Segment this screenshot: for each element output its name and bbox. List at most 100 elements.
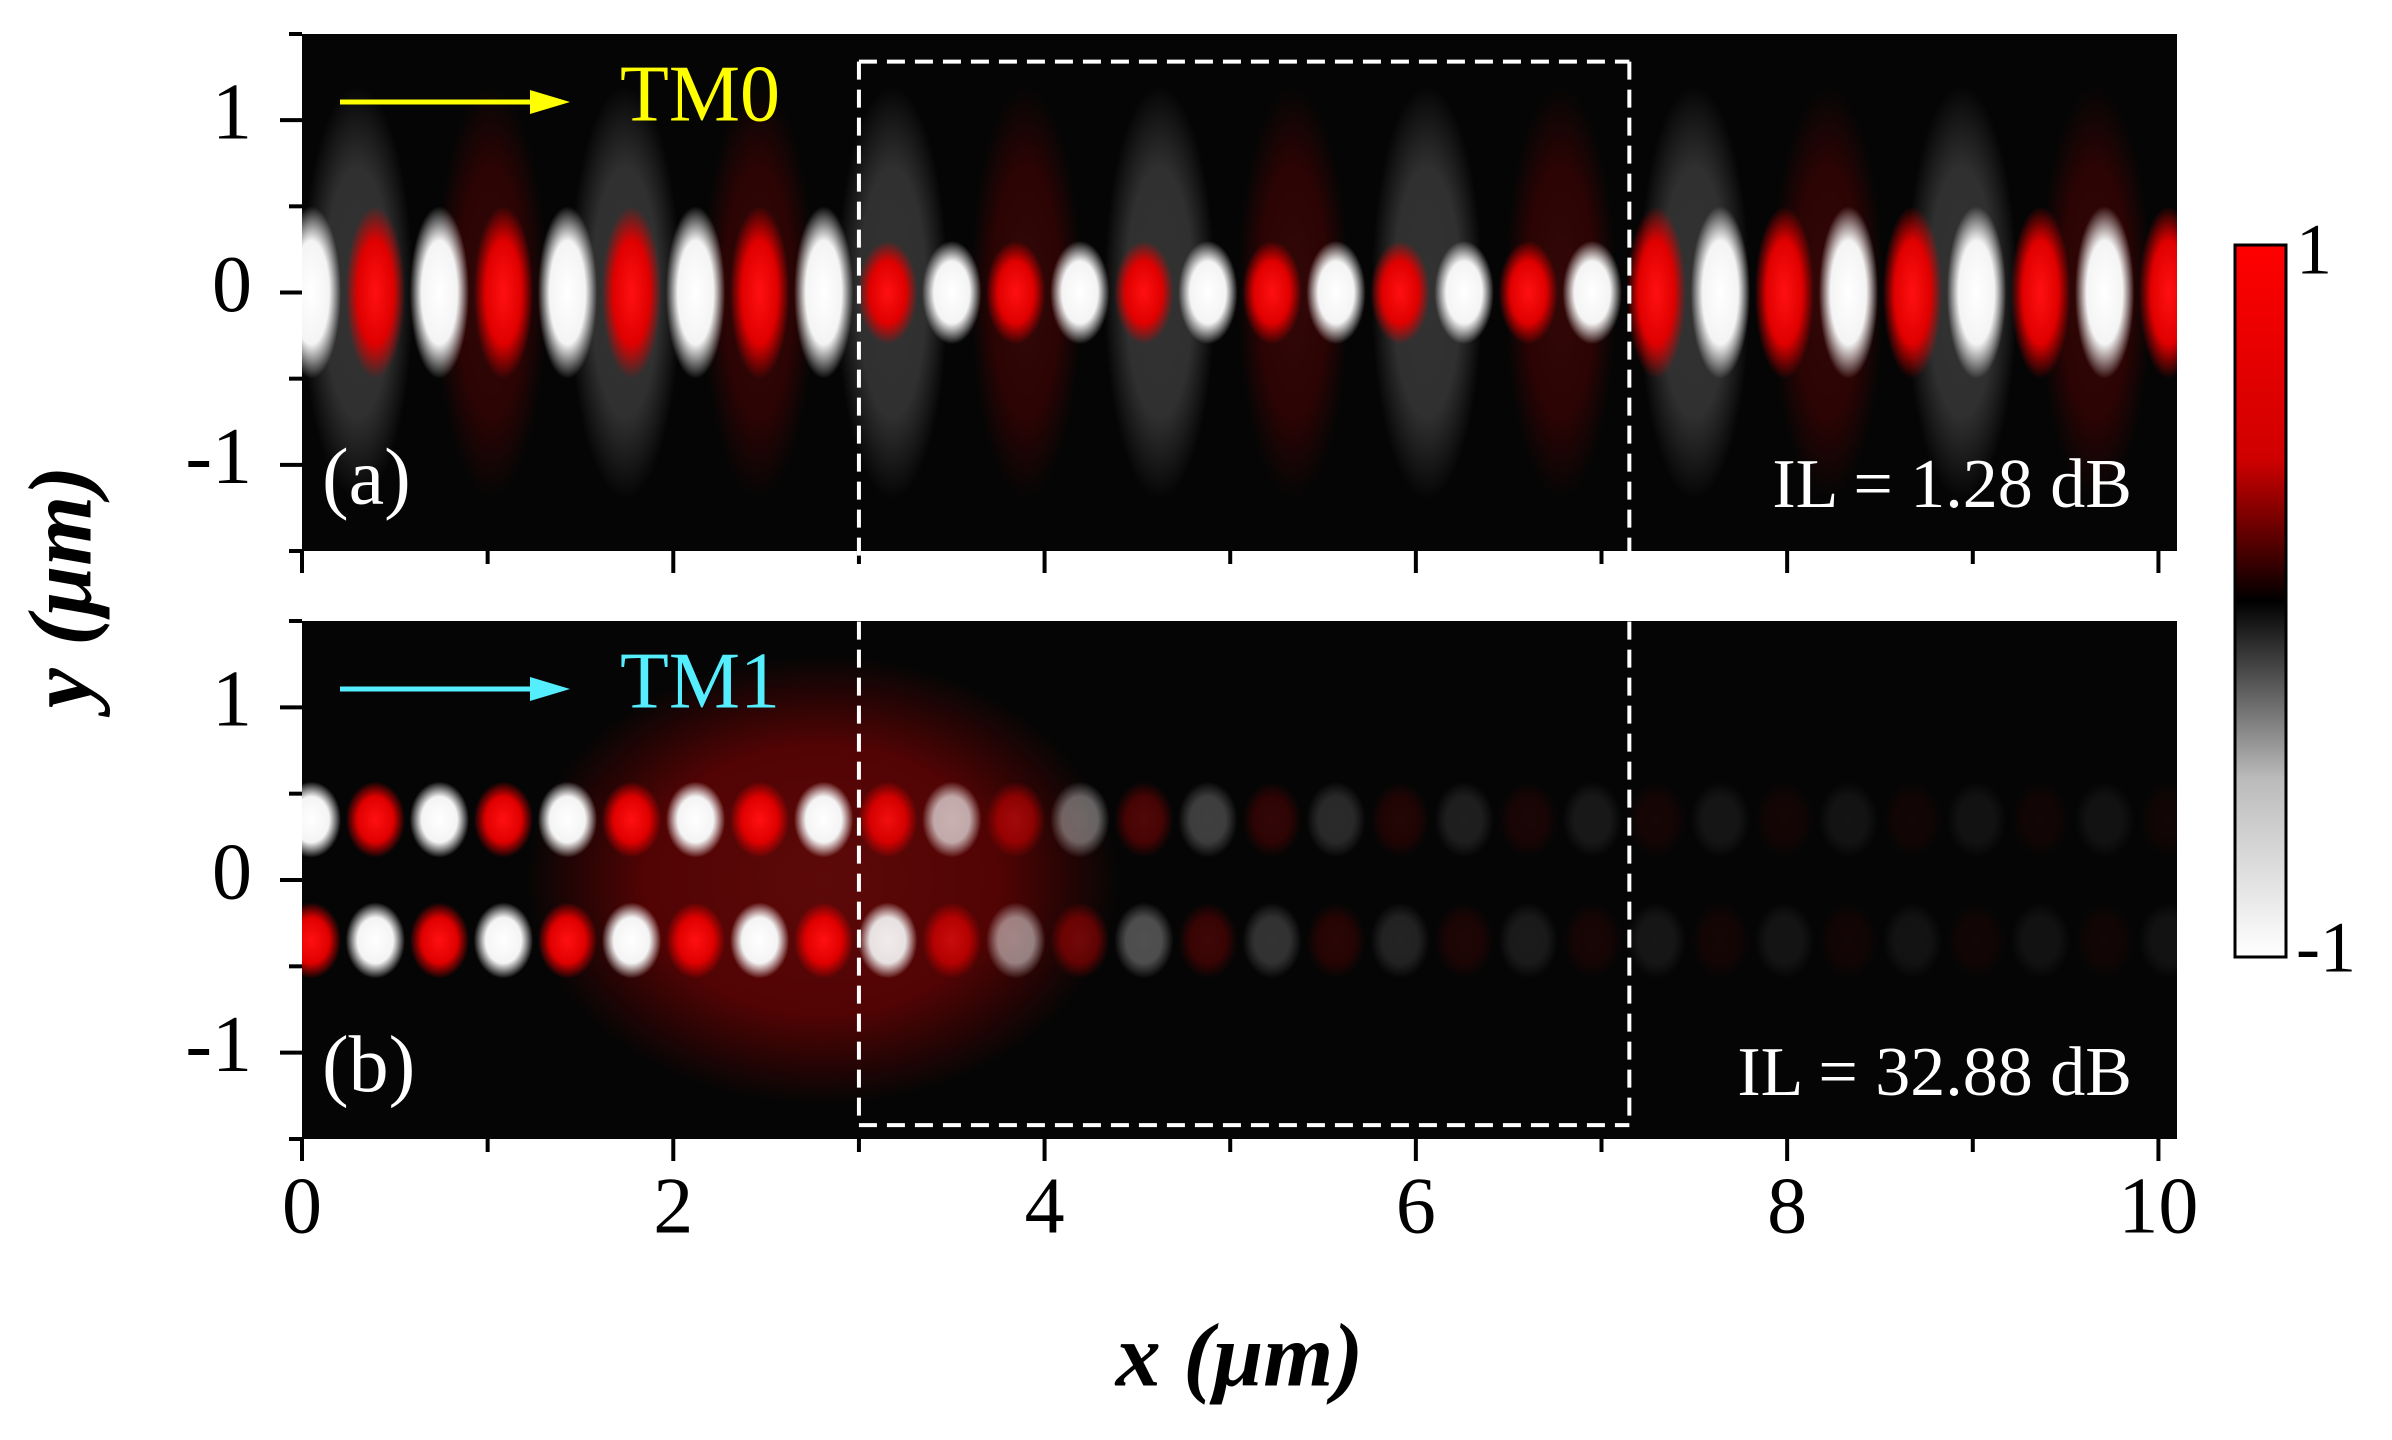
field-lobe [729,781,790,858]
field-lobe [537,781,598,858]
field-lobe [1946,902,2007,979]
field-lobe [793,902,854,979]
field-lobe [986,240,1046,345]
field-lobe [2074,206,2135,379]
field-lobe [1626,206,1686,379]
y-tick-label: 0 [212,828,252,916]
field-lobe [409,206,470,379]
field-lobe [1178,781,1238,858]
field-lobe [1818,781,1879,858]
field-lobe [1754,902,1815,979]
field-lobe [1498,240,1558,345]
field-lobe [601,206,662,379]
field-lobe [1690,206,1751,379]
field-lobe [1434,902,1494,979]
field-lobe [793,781,854,858]
panel-label: (b) [322,1021,415,1109]
field-lobe [1882,781,1943,858]
annotation: IL = 32.88 dB [1737,1034,2132,1111]
x-tick-label: 4 [1025,1162,1065,1250]
field-pattern [302,655,2177,1105]
field-lobe [793,206,854,379]
field-lobe [1690,902,1751,979]
field-lobe [601,902,662,979]
field-lobe [537,902,598,979]
x-tick-label: 6 [1396,1162,1436,1250]
field-lobe [2010,206,2071,379]
field-glow [1504,85,1617,500]
field-lobe [2138,206,2177,379]
field-lobe [1370,781,1430,858]
field-lobe [1626,902,1686,979]
field-lobe [1818,206,1879,379]
field-lobe [1882,902,1943,979]
field-lobe [1242,781,1302,858]
field-lobe [1114,902,1174,979]
field-lobe [922,240,982,345]
field-lobe [537,206,598,379]
field-lobe [1498,902,1558,979]
field-lobe [1050,781,1110,858]
field-lobe [729,206,790,379]
field-lobe [1626,781,1686,858]
field-lobe [922,902,982,979]
field-lobe [1370,240,1430,345]
field-lobe [1562,781,1622,858]
field-lobe [1882,206,1943,379]
field-lobe [302,902,341,979]
field-lobe [1178,240,1238,345]
x-tick-label: 2 [653,1162,693,1250]
field-lobe [1306,781,1366,858]
field-lobe [302,206,341,379]
annotation: IL = 1.28 dB [1772,446,2132,523]
field-lobe [302,781,341,858]
field-lobe [2074,902,2135,979]
field-lobe [1754,206,1815,379]
y-tick-label: 0 [212,241,252,329]
colorbar-tick-label: 1 [2296,210,2332,290]
mode-label: TM1 [620,637,780,725]
field-lobe [1114,240,1174,345]
y-tick-label: -1 [185,1001,252,1089]
field-lobe [665,206,726,379]
field-lobe [1242,902,1302,979]
y-tick-label: 1 [212,656,252,744]
field-lobe [1562,240,1622,345]
field-lobe [1114,781,1174,858]
y-tick-label: -1 [185,413,252,501]
field-lobe [1562,902,1622,979]
field-lobe [1818,902,1879,979]
y-tick-label: 1 [212,69,252,157]
field-lobe [473,902,534,979]
field-lobe [345,206,406,379]
panel-label: (a) [322,434,411,522]
field-lobe [2010,781,2071,858]
field-glow [524,655,1119,1105]
field-lobe [409,902,470,979]
field-lobe [1050,240,1110,345]
field-lobe [2010,902,2071,979]
colorbar [2233,243,2288,959]
field-lobe [345,781,406,858]
x-tick-label: 8 [1767,1162,1807,1250]
field-lobe [1946,781,2007,858]
field-lobe [986,781,1046,858]
field-lobe [858,781,918,858]
field-lobe [1242,240,1302,345]
field-lobe [665,902,726,979]
field-lobe [601,781,662,858]
field-lobe [1434,240,1494,345]
mode-label: TM0 [620,50,780,138]
field-lobe [729,902,790,979]
field-lobe [986,902,1046,979]
x-tick-label: 10 [2118,1162,2198,1250]
field-lobe [473,206,534,379]
field-lobe [1434,781,1494,858]
mode-arrowhead [530,677,570,701]
field-lobe [345,902,406,979]
field-lobe [1498,781,1558,858]
field-lobe [665,781,726,858]
x-axis-label: x (μm) [1114,1307,1364,1406]
field-lobe [858,240,918,345]
